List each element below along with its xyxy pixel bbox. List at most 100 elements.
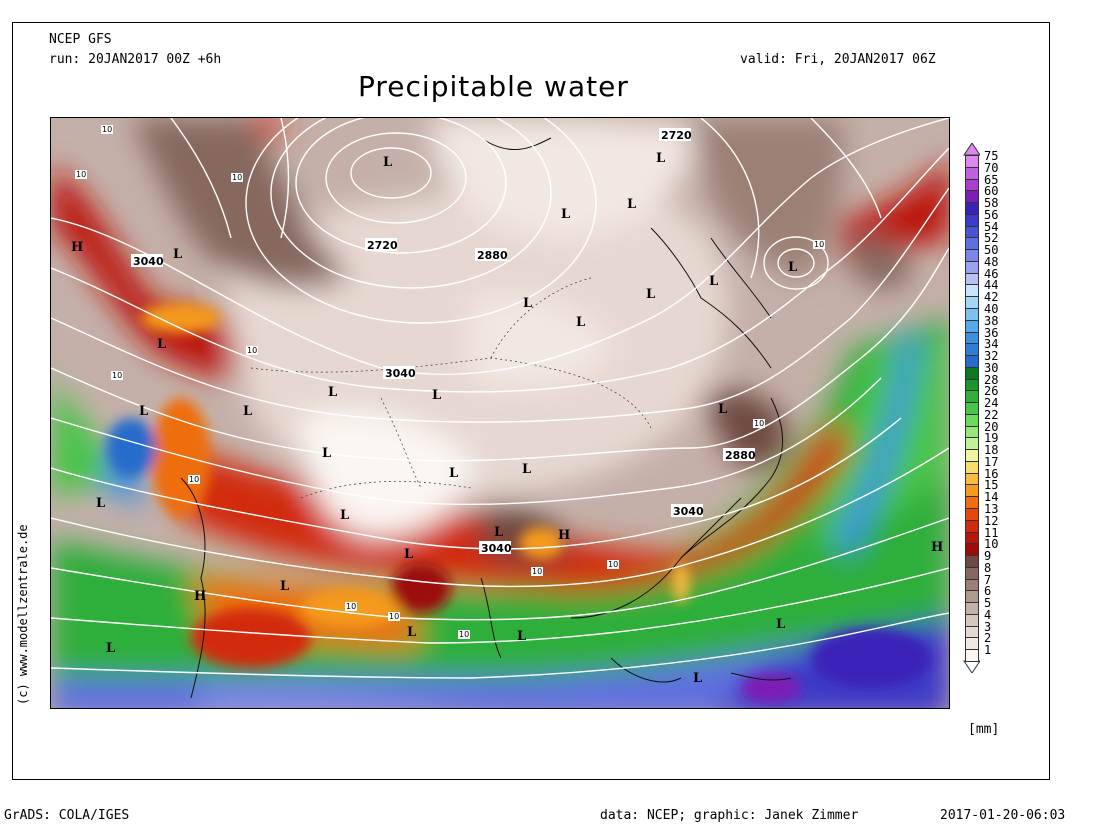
- map-title: Precipitable water: [358, 70, 629, 103]
- colorbar-label: 3: [984, 619, 992, 634]
- colorbar-label: 75: [984, 149, 999, 163]
- low-center: L: [96, 496, 105, 511]
- colorbar-label: 28: [984, 372, 999, 387]
- colorbar-label: 24: [984, 396, 999, 411]
- colorbar-label: 13: [984, 502, 999, 517]
- credit-vertical: (c) www.modellzentrale.de: [16, 524, 30, 705]
- low-center: L: [243, 404, 252, 419]
- contour-label-3040-d: 3040: [673, 505, 704, 518]
- low-center: L: [173, 247, 182, 262]
- valid-time: valid: Fri, 20JAN2017 06Z: [740, 52, 936, 67]
- colorbar-label: 58: [984, 196, 999, 211]
- low-center: L: [404, 547, 413, 562]
- colorbar-label: 65: [984, 172, 999, 187]
- colorbar-label: 6: [984, 584, 992, 599]
- low-center: L: [322, 446, 331, 461]
- pw-label-10: 10: [532, 567, 542, 576]
- pw-label-10: 10: [247, 346, 257, 355]
- colorbar-label: 70: [984, 160, 999, 175]
- low-center: L: [718, 402, 727, 417]
- precipitable-water-map: 2720 2720 2880 2880 3040 3040 3040 3040 …: [50, 117, 950, 709]
- colorbar-label: 26: [984, 384, 999, 399]
- high-center: H: [71, 240, 83, 255]
- low-center: L: [449, 466, 458, 481]
- contour-label-2880-a: 2880: [477, 249, 508, 262]
- pw-label-10: 10: [608, 560, 618, 569]
- colorbar-label: 19: [984, 431, 999, 446]
- low-center: L: [407, 625, 416, 640]
- colorbar-label: 9: [984, 549, 992, 564]
- moisture-field: [51, 118, 949, 708]
- footer-software: GrADS: COLA/IGES: [4, 808, 130, 823]
- pw-label-10: 10: [76, 170, 86, 179]
- colorbar-label: 10: [984, 537, 999, 552]
- colorbar-label: 5: [984, 596, 992, 611]
- legend-unit: [mm]: [968, 722, 1000, 737]
- borders: [250, 277, 652, 499]
- colorbar-label: 16: [984, 466, 999, 481]
- colorbar-label: 8: [984, 560, 992, 575]
- high-center: H: [194, 589, 206, 604]
- colorbar-label: 15: [984, 478, 999, 493]
- colorbar-label: 18: [984, 443, 999, 458]
- low-center: L: [576, 315, 585, 330]
- low-center: L: [561, 207, 570, 222]
- colorbar-label: 1: [984, 643, 992, 658]
- pw-label-10: 10: [346, 602, 356, 611]
- pw-label-10: 10: [754, 419, 764, 428]
- pw-label-10: 10: [112, 371, 122, 380]
- colorbar-label: 11: [984, 525, 999, 540]
- colorbar-label: 38: [984, 313, 999, 328]
- colorbar-label: 52: [984, 231, 999, 246]
- colorbar-label: 17: [984, 454, 999, 469]
- colorbar-label: 2: [984, 631, 992, 646]
- low-center: L: [106, 641, 115, 656]
- colorbar-label: 50: [984, 243, 999, 258]
- colorbar-legend: 75 70 65 60 58 56 54 52 50 48 46 44 42 40 38 36 34 32 30 28…: [960, 143, 1020, 673]
- pw-label-10: 10: [189, 475, 199, 484]
- pw-label-10: 10: [814, 240, 824, 249]
- colorbar-label: 42: [984, 290, 999, 305]
- contour-label-3040-c: 3040: [481, 542, 512, 555]
- low-center: L: [280, 579, 289, 594]
- colorbar-label: 20: [984, 419, 999, 434]
- high-center: H: [558, 528, 570, 543]
- contour-label-2880-b: 2880: [725, 449, 756, 462]
- colorbar-top-arrow: [963, 143, 980, 156]
- low-center: L: [340, 508, 349, 523]
- pw-label-10: 10: [232, 173, 242, 182]
- colorbar-label: 22: [984, 407, 999, 422]
- low-center: L: [776, 617, 785, 632]
- low-center: L: [328, 385, 337, 400]
- footer-timestamp: 2017-01-20-06:03: [940, 808, 1066, 823]
- low-center: L: [788, 260, 797, 275]
- colorbar-label: 46: [984, 266, 999, 281]
- low-center: L: [157, 337, 166, 352]
- pw-label-10: 10: [102, 125, 112, 134]
- colorbar-label: 40: [984, 301, 999, 316]
- contour-labels: 2720 2720 2880 2880 3040 3040 3040 3040: [131, 128, 756, 555]
- colorbar-label: 4: [984, 607, 992, 622]
- pressure-centers: L L L L L L L L L L L L L L L L L L L L …: [71, 151, 943, 686]
- colorbar-label: 56: [984, 207, 999, 222]
- moisture-detail: [106, 303, 931, 703]
- colorbar-label: 14: [984, 490, 999, 505]
- low-center: L: [432, 388, 441, 403]
- plot-frame: [12, 22, 1050, 780]
- map-canvas: 2720 2720 2880 2880 3040 3040 3040 3040 …: [51, 118, 949, 708]
- low-center: L: [646, 287, 655, 302]
- low-center: L: [523, 296, 532, 311]
- high-center: H: [931, 540, 943, 555]
- colorbar-label: 32: [984, 349, 999, 364]
- colorbar-label: 44: [984, 278, 999, 293]
- colorbar-label: 30: [984, 360, 999, 375]
- low-center: L: [627, 197, 636, 212]
- low-center: L: [693, 671, 702, 686]
- colorbar-label: 34: [984, 337, 999, 352]
- low-center: L: [517, 629, 526, 644]
- run-info: run: 20JAN2017 00Z +6h: [49, 52, 222, 67]
- model-name: NCEP GFS: [49, 32, 112, 47]
- contour-label-3040-a: 3040: [133, 255, 164, 268]
- colorbar-label: 54: [984, 219, 999, 234]
- pw-label-10: 10: [389, 612, 399, 621]
